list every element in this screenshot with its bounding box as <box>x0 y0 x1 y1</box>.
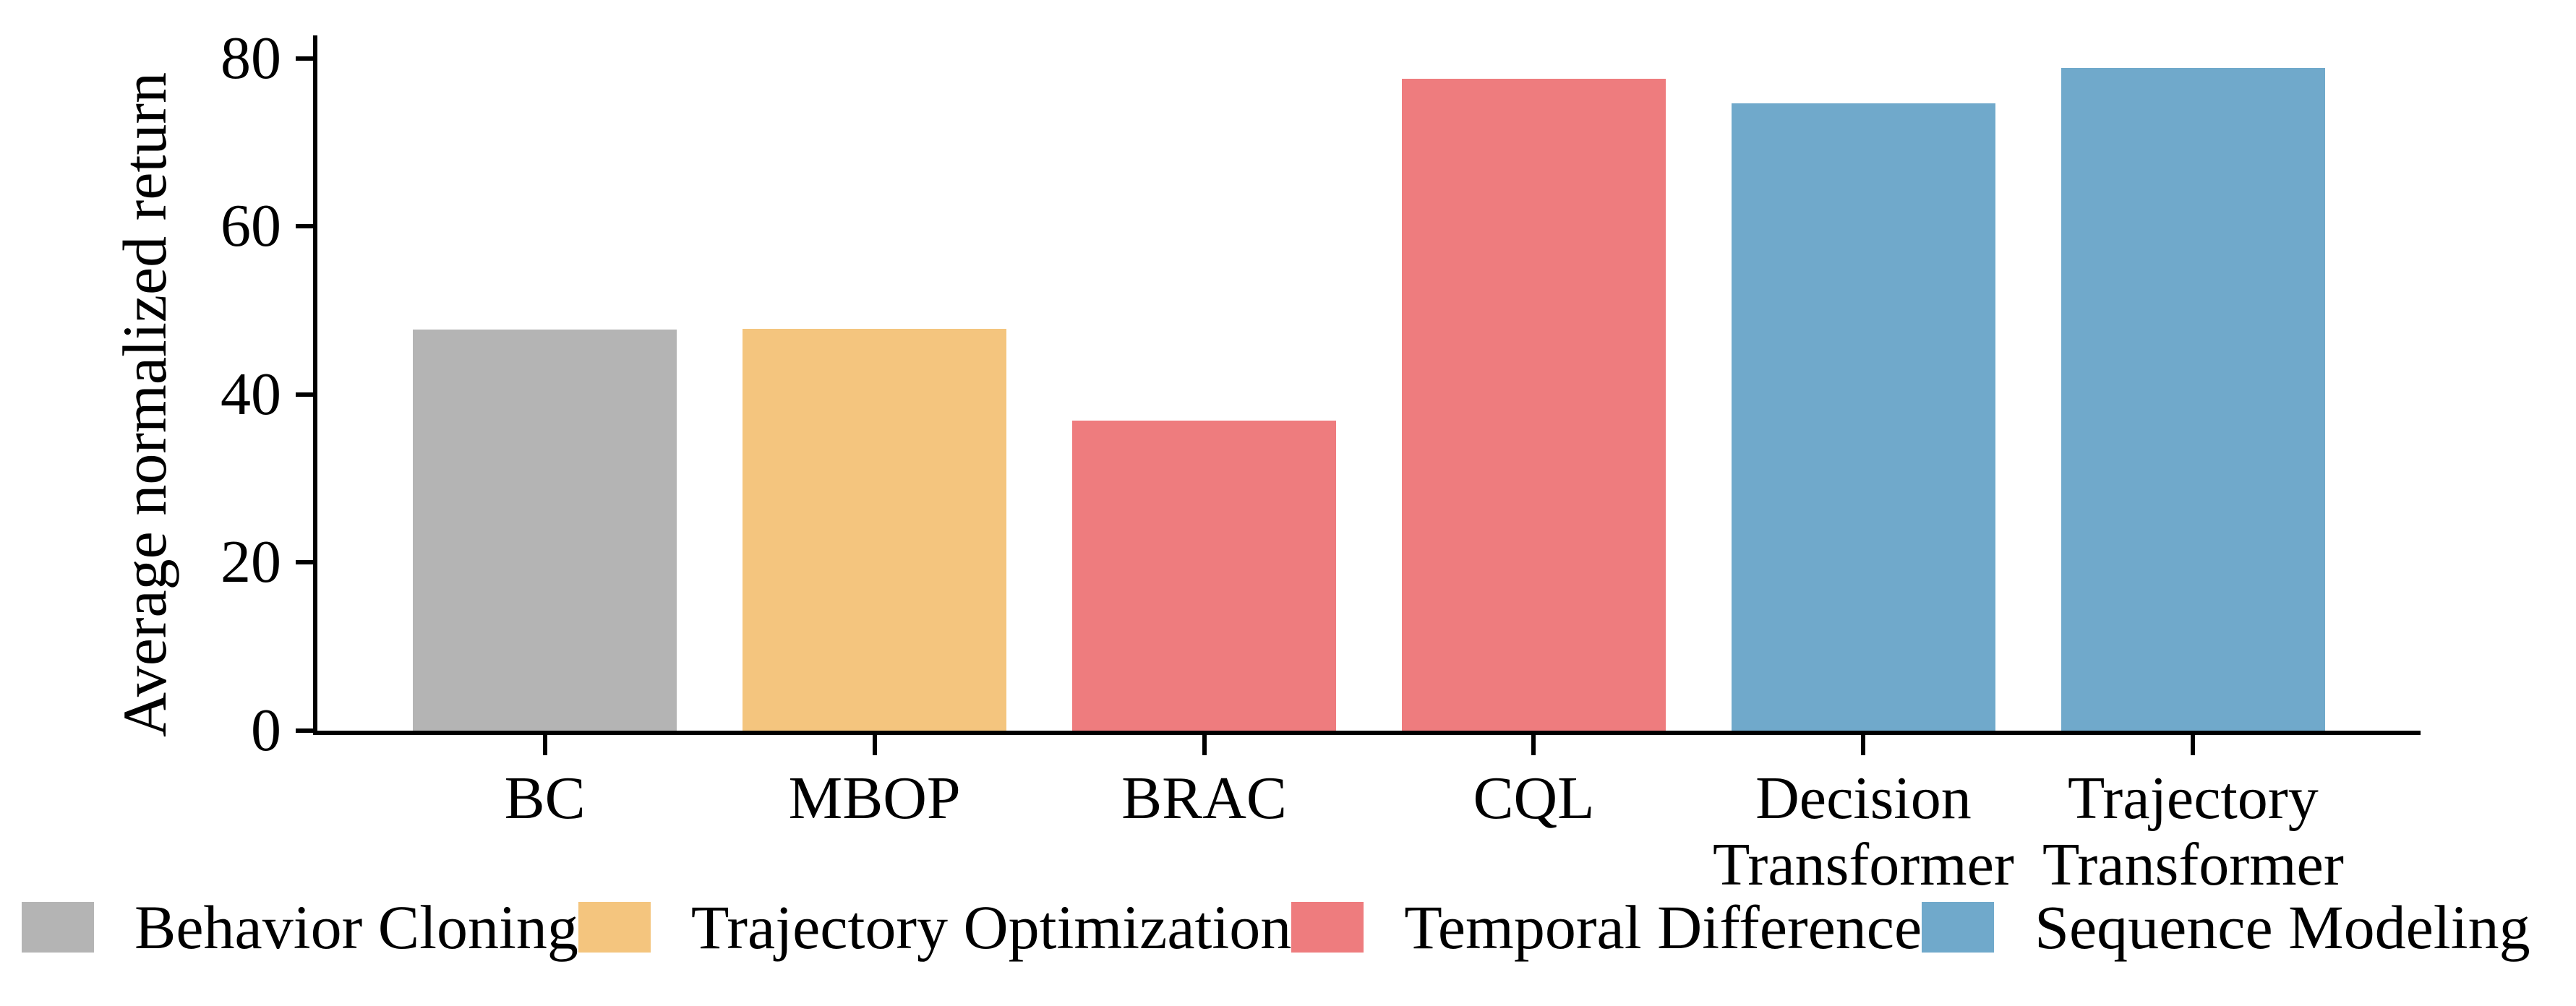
y-tick-mark <box>296 56 313 61</box>
y-tick-label: 80 <box>221 24 281 92</box>
plot-area: 0 20 40 60 80 BC MBOP BRAC CQL Decision Transform… <box>221 27 2421 898</box>
legend-swatch <box>1922 902 1995 953</box>
x-tick-mark <box>1861 735 1866 755</box>
legend-swatch <box>1291 902 1364 953</box>
x-tick-label-line: Transformer <box>1713 831 2014 899</box>
legend-swatch <box>22 902 94 953</box>
y-tick-mark <box>296 224 313 229</box>
legend-label: Behavior Cloning <box>134 893 578 962</box>
x-axis-spine <box>313 731 2421 735</box>
x-tick-label: MBOP <box>789 765 961 832</box>
bar-cql <box>1402 78 1666 731</box>
x-tick-mark <box>872 735 877 755</box>
x-tick-mark <box>1531 735 1536 755</box>
legend: Behavior Cloning Trajectory Optimization T… <box>22 896 2530 958</box>
bar-decision <box>1732 103 1995 731</box>
x-tick-mark <box>2191 735 2196 755</box>
x-tick-label-line: CQL <box>1473 765 1595 832</box>
bar-brac <box>1072 421 1336 731</box>
x-tick-label: BRAC <box>1121 765 1287 832</box>
y-tick-mark <box>296 728 313 733</box>
y-tick-label: 0 <box>251 697 281 764</box>
x-tick-label: BC <box>505 765 586 832</box>
x-tick-mark <box>542 735 547 755</box>
x-tick-label-line: Decision <box>1755 765 1972 832</box>
y-axis-spine <box>313 35 317 735</box>
legend-swatch <box>578 902 651 953</box>
legend-item: Temporal Difference <box>1291 896 1922 958</box>
legend-label: Trajectory Optimization <box>690 893 1292 962</box>
y-tick-label: 60 <box>221 192 281 260</box>
x-tick-label-line: BRAC <box>1121 765 1287 832</box>
legend-item: Trajectory Optimization <box>578 896 1291 958</box>
legend-label: Sequence Modeling <box>2034 893 2530 962</box>
bar-mbop <box>743 329 1006 731</box>
x-tick-label: CQL <box>1473 765 1594 832</box>
y-tick-mark <box>296 392 313 397</box>
legend-item: Sequence Modeling <box>1922 896 2530 958</box>
legend-label: Temporal Difference <box>1404 893 1922 962</box>
x-tick-label-line: Transformer <box>2042 831 2344 899</box>
legend-item: Behavior Cloning <box>22 896 578 958</box>
x-tick-label-line: Trajectory <box>2067 765 2319 832</box>
x-tick-label: Decision Transformer <box>1713 765 2014 899</box>
y-axis-label: Average normalized return <box>110 72 179 738</box>
x-tick-label-line: MBOP <box>788 765 961 832</box>
bar-bc <box>413 330 677 731</box>
x-tick-label-line: BC <box>504 765 586 832</box>
y-tick-label: 40 <box>221 360 281 428</box>
x-tick-mark <box>1202 735 1207 755</box>
bar-trajectory <box>2061 67 2325 731</box>
y-tick-mark <box>296 560 313 565</box>
x-tick-label: Trajectory Transformer <box>2042 765 2344 899</box>
y-tick-label: 20 <box>221 528 281 596</box>
